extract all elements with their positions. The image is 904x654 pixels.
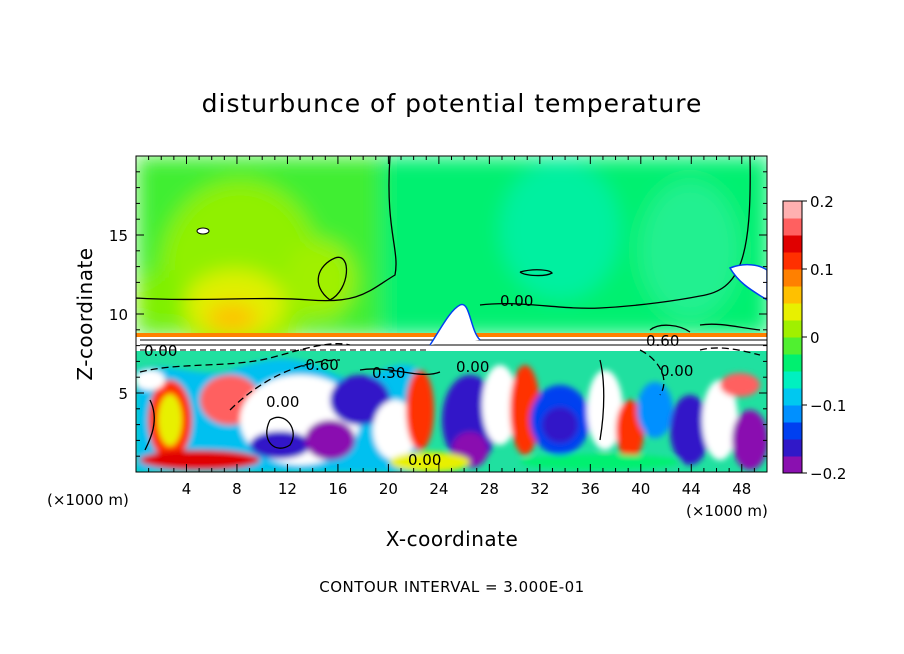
contour-lines bbox=[136, 156, 761, 451]
contour-label: 0.00 bbox=[660, 362, 693, 380]
contour-label: 0.60 bbox=[646, 332, 679, 350]
colorbar-segment bbox=[783, 439, 802, 457]
x-tick-label: 4 bbox=[182, 480, 192, 498]
colorbar-segment bbox=[783, 354, 802, 372]
colorbar-segment bbox=[783, 456, 802, 474]
colorbar-segment bbox=[783, 252, 802, 270]
contour-label: 0.30 bbox=[372, 364, 405, 382]
x-tick-label: 40 bbox=[631, 480, 650, 498]
contour-label: 0.00 bbox=[500, 292, 533, 310]
x-tick-label: 20 bbox=[379, 480, 398, 498]
colorbar-segment bbox=[783, 218, 802, 236]
contour-interval-note: CONTOUR INTERVAL = 3.000E-01 bbox=[319, 578, 584, 596]
colorbar-segment bbox=[783, 320, 802, 338]
z-tick-label: 10 bbox=[109, 306, 128, 324]
chart-title: disturbunce of potential temperature bbox=[202, 89, 703, 118]
contour-label: 0.00 bbox=[266, 393, 299, 411]
y-axis-label: Z-coordinate bbox=[73, 247, 97, 380]
colorbar-tick-label: 0 bbox=[810, 329, 820, 347]
colorbar-segment bbox=[783, 337, 802, 355]
x-axis-ticks: 4 8 12 16 20 24 28 32 36 40 44 48 bbox=[135, 156, 768, 498]
x-tick-label: 28 bbox=[480, 480, 499, 498]
contour-label: 0.00 bbox=[144, 342, 177, 360]
colorbar-tick-label: −0.2 bbox=[810, 465, 846, 483]
x-tick-label: 44 bbox=[682, 480, 701, 498]
lower-field bbox=[136, 336, 767, 472]
colorbar-segment bbox=[783, 235, 802, 253]
contour-label: 0.00 bbox=[456, 358, 489, 376]
colorbar-tick-label: −0.1 bbox=[810, 397, 846, 415]
x-axis-unit-right: (×1000 m) bbox=[686, 502, 768, 520]
x-tick-label: 48 bbox=[732, 480, 751, 498]
colorbar: 0.2 0.1 0 −0.1 −0.2 bbox=[782, 193, 846, 483]
small-anomaly bbox=[196, 227, 210, 235]
interface-band bbox=[136, 303, 767, 351]
colorbar-tick-label: 0.1 bbox=[810, 261, 834, 279]
colorbar-segment bbox=[783, 303, 802, 321]
x-tick-label: 24 bbox=[429, 480, 448, 498]
contour-label: 0.00 bbox=[408, 451, 441, 469]
colorbar-segment bbox=[783, 405, 802, 423]
z-tick-label: 15 bbox=[109, 227, 128, 245]
x-tick-label: 32 bbox=[530, 480, 549, 498]
colorbar-segment bbox=[783, 371, 802, 389]
x-tick-label: 12 bbox=[278, 480, 297, 498]
colorbar-segment bbox=[783, 286, 802, 304]
colorbar-tick-label: 0.2 bbox=[810, 193, 834, 211]
upper-right-anomaly bbox=[728, 263, 767, 301]
plot-area: 0.00 0.00 -0.60 0.30 0.00 0.00 0.00 0.60… bbox=[136, 156, 767, 472]
x-tick-label: 8 bbox=[232, 480, 242, 498]
colorbar-segment bbox=[783, 422, 802, 440]
z-tick-label: 5 bbox=[118, 385, 128, 403]
x-tick-label: 36 bbox=[581, 480, 600, 498]
upper-field bbox=[136, 156, 767, 360]
contour-labels: 0.00 0.00 -0.60 0.30 0.00 0.00 0.00 0.60… bbox=[144, 292, 693, 469]
x-axis-unit-left: (×1000 m) bbox=[47, 491, 129, 509]
contour-label: -0.60 bbox=[300, 356, 339, 374]
colorbar-segment bbox=[783, 388, 802, 406]
x-axis-label: X-coordinate bbox=[386, 527, 519, 551]
z-axis-ticks: 5 10 15 bbox=[109, 155, 767, 473]
colorbar-segment bbox=[783, 269, 802, 287]
x-tick-label: 16 bbox=[328, 480, 347, 498]
colorbar-segment bbox=[783, 201, 802, 219]
